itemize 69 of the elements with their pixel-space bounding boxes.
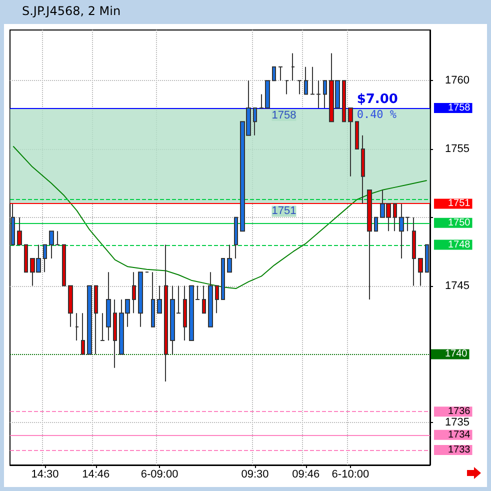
candlestick xyxy=(81,312,85,355)
candlestick xyxy=(227,244,232,273)
candlestick xyxy=(164,244,168,382)
candlestick xyxy=(202,285,206,314)
candlestick xyxy=(253,107,257,136)
candlestick xyxy=(285,80,289,95)
candlestick xyxy=(374,216,378,232)
candlestick xyxy=(272,66,276,82)
candlestick xyxy=(157,285,162,314)
candlestick xyxy=(278,66,283,82)
ref-line-label: 1734 xyxy=(448,429,471,440)
annotation: 1758 xyxy=(272,109,296,122)
candlestick xyxy=(106,272,111,342)
ref-line-label: 1748 xyxy=(448,239,471,250)
y-tick-label: 1735 xyxy=(445,416,470,429)
candlestick xyxy=(100,312,105,342)
candlestick xyxy=(361,134,365,204)
candlestick xyxy=(151,272,155,328)
candlestick xyxy=(393,203,397,232)
x-tick-label: 09:30 xyxy=(241,468,269,480)
candlestick xyxy=(68,285,73,328)
candlestick xyxy=(113,298,117,368)
x-tick-label: 09:46 xyxy=(292,468,320,480)
y-tick-label: 1745 xyxy=(445,280,470,292)
candlestick xyxy=(310,66,315,95)
candlestick xyxy=(418,258,423,286)
annotation: 0.40 % xyxy=(356,108,397,121)
candlestick xyxy=(367,190,372,300)
candlestick xyxy=(323,80,327,108)
candlestick xyxy=(11,203,15,246)
x-tick-label: 6-10:00 xyxy=(332,468,370,480)
candlestick xyxy=(183,285,187,342)
candlestick xyxy=(43,244,47,273)
ref-line-label: 1736 xyxy=(448,406,471,418)
candlestick xyxy=(221,258,225,300)
candlestick xyxy=(412,216,416,286)
candlestick xyxy=(62,244,66,286)
candlestick xyxy=(94,285,98,355)
candlestick xyxy=(316,80,321,108)
y-tick-label: 1755 xyxy=(445,143,470,156)
candlestick xyxy=(348,107,353,177)
candlestick xyxy=(234,216,238,259)
candlestick xyxy=(297,80,302,95)
x-tick-label: 6-09:00 xyxy=(140,468,178,480)
ref-line-label: 1751 xyxy=(448,198,471,210)
candlestick xyxy=(425,244,429,273)
line-series xyxy=(12,146,428,290)
candlestick xyxy=(304,66,308,95)
candlestick xyxy=(17,216,22,246)
ref-line-label: 1758 xyxy=(448,102,471,114)
chart-title: S.JP.J4568, 2 Min xyxy=(22,4,121,18)
candlestick xyxy=(215,285,219,314)
annotation: 1751 xyxy=(272,205,296,218)
candlestick xyxy=(87,285,92,355)
x-tick-label: 14:30 xyxy=(31,468,59,480)
candlestick xyxy=(138,272,143,328)
ref-line-label: 1750 xyxy=(448,217,471,228)
annotation: $7.00 xyxy=(356,92,398,107)
candlestick xyxy=(342,80,346,122)
candlestick xyxy=(291,52,295,82)
candlestick xyxy=(24,244,28,273)
candlestick xyxy=(355,121,359,150)
ref-line-label: 1733 xyxy=(448,444,471,456)
candlestick xyxy=(132,272,136,314)
y-tick-label: 1740 xyxy=(445,348,468,360)
x-tick-label: 14:46 xyxy=(82,468,110,480)
candlestick xyxy=(75,312,79,342)
y-tick-label: 1760 xyxy=(445,74,470,87)
candlestick xyxy=(208,272,213,328)
